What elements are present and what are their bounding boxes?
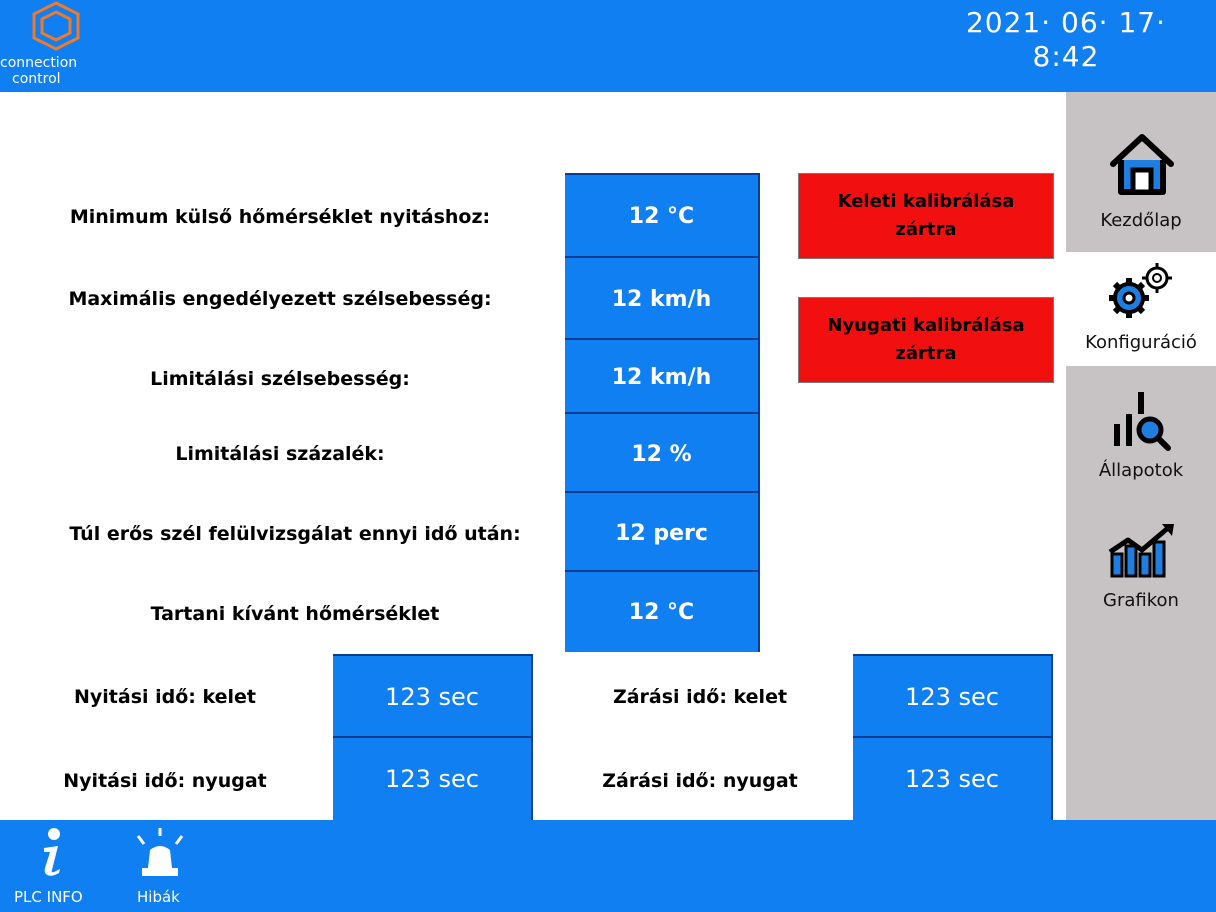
value-open-time-east[interactable]: 123 sec xyxy=(333,654,533,738)
east-calibration-button[interactable]: Keleti kalibrálása zártra xyxy=(798,173,1054,259)
side-navigation: Kezdőlap Konf xyxy=(1066,92,1216,820)
value-max-wind-speed[interactable]: 12 km/h xyxy=(565,256,760,341)
west-calibration-line2: zártra xyxy=(895,343,957,364)
nav-configuration[interactable]: Konfiguráció xyxy=(1066,252,1216,366)
logo: connection control xyxy=(0,0,110,92)
top-bar: connection control 2021· 06· 17· 8:42 xyxy=(0,0,1216,92)
gears-icon xyxy=(1109,263,1172,318)
label-close-time-west: Zárási idő: nyugat xyxy=(602,770,798,792)
time-text: 8:42 xyxy=(1032,40,1100,73)
value-limit-percent[interactable]: 12 % xyxy=(565,412,760,494)
logo-text-top: connection xyxy=(0,55,78,71)
nav-configuration-label: Konfiguráció xyxy=(1085,332,1197,353)
plc-info-label: PLC INFO xyxy=(14,888,83,906)
label-strong-wind-recheck: Túl erős szél felülvizsgálat ennyi idő u… xyxy=(69,523,521,545)
home-icon xyxy=(1110,134,1174,195)
label-open-time-west: Nyitási idő: nyugat xyxy=(63,770,267,792)
nav-home-label: Kezdőlap xyxy=(1100,210,1182,231)
label-close-time-east: Zárási idő: kelet xyxy=(612,686,788,708)
status-search-icon xyxy=(1114,392,1171,451)
value-strong-wind-recheck[interactable]: 12 perc xyxy=(565,491,760,573)
west-calibration-button[interactable]: Nyugati kalibrálása zártra xyxy=(798,297,1054,383)
nav-home[interactable]: Kezdőlap xyxy=(1066,124,1216,252)
errors-label: Hibák xyxy=(137,888,180,906)
plc-info-button[interactable]: PLC INFO xyxy=(10,820,100,912)
errors-button[interactable]: Hibák xyxy=(130,820,200,912)
nav-status[interactable]: Állapotok xyxy=(1066,382,1216,492)
logo-text-bottom: control xyxy=(12,71,61,87)
west-calibration-line1: Nyugati kalibrálása xyxy=(827,315,1025,336)
east-calibration-line2: zártra xyxy=(895,219,957,240)
value-min-outside-temp[interactable]: 12 °C xyxy=(565,173,760,258)
value-close-time-west[interactable]: 123 sec xyxy=(853,736,1053,820)
date-text: 2021· 06· 17· xyxy=(965,6,1167,39)
chart-icon xyxy=(1108,524,1174,578)
alarm-beacon-icon xyxy=(136,828,184,876)
nav-chart[interactable]: Grafikon xyxy=(1066,512,1216,622)
value-open-time-west[interactable]: 123 sec xyxy=(333,736,533,820)
value-target-temp[interactable]: 12 °C xyxy=(565,570,760,652)
bottom-bar: PLC INFO Hibák xyxy=(0,820,1216,912)
logo-cube-icon xyxy=(32,1,80,51)
label-limit-percent: Limitálási százalék: xyxy=(175,443,385,465)
label-target-temp: Tartani kívánt hőmérséklet xyxy=(150,603,440,625)
value-limit-wind-speed[interactable]: 12 km/h xyxy=(565,338,760,415)
east-calibration-line1: Keleti kalibrálása xyxy=(837,191,1015,212)
label-open-time-east: Nyitási idő: kelet xyxy=(73,686,256,708)
info-icon xyxy=(44,828,60,876)
value-close-time-east[interactable]: 123 sec xyxy=(853,654,1053,738)
clock: 2021· 06· 17· 8:42 xyxy=(956,6,1176,74)
nav-chart-label: Grafikon xyxy=(1103,590,1179,611)
nav-status-label: Állapotok xyxy=(1098,460,1184,481)
label-min-outside-temp: Minimum külső hőmérséklet nyitáshoz: xyxy=(69,206,491,228)
label-max-wind-speed: Maximális engedélyezett szélsebesség: xyxy=(68,288,492,310)
label-limit-wind-speed: Limitálási szélsebesség: xyxy=(150,368,410,390)
